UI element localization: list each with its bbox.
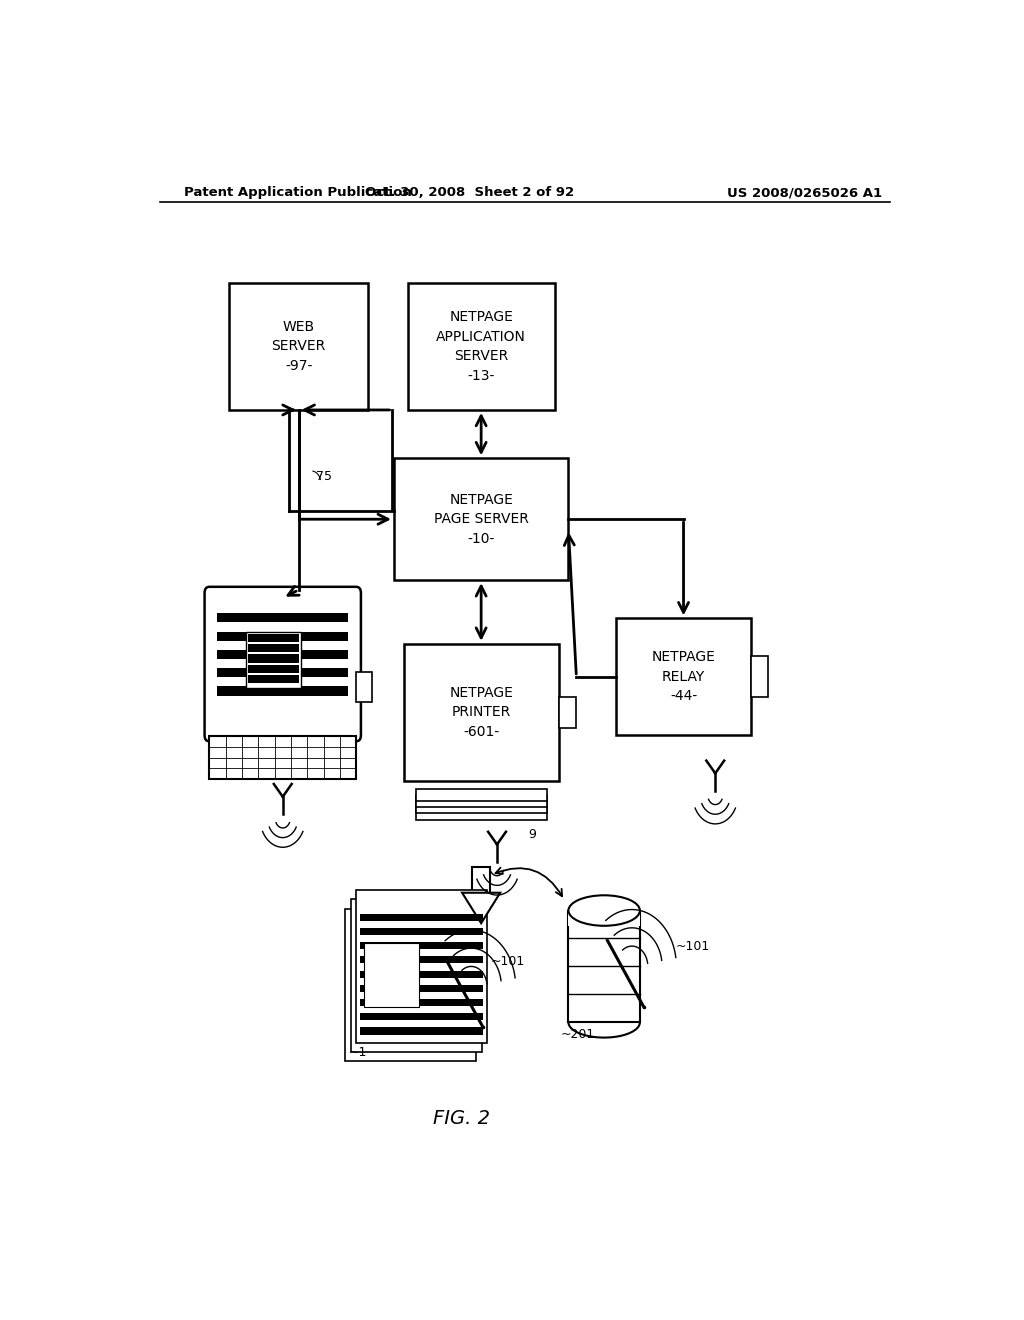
Bar bbox=[360, 913, 483, 921]
Bar bbox=[217, 640, 348, 649]
Bar bbox=[249, 644, 299, 652]
Bar bbox=[394, 458, 568, 581]
Text: ~101: ~101 bbox=[676, 940, 710, 953]
Text: ~101: ~101 bbox=[492, 954, 525, 968]
Bar bbox=[360, 999, 483, 1006]
Bar bbox=[249, 655, 299, 663]
Text: Patent Application Publication: Patent Application Publication bbox=[183, 186, 412, 199]
Bar bbox=[350, 899, 481, 1052]
Bar bbox=[416, 795, 547, 808]
Bar bbox=[416, 789, 547, 801]
Bar bbox=[217, 677, 348, 686]
Bar bbox=[356, 890, 487, 1043]
Bar bbox=[217, 614, 348, 705]
Bar bbox=[360, 970, 483, 978]
Text: ~201: ~201 bbox=[560, 1028, 595, 1041]
Bar bbox=[360, 928, 483, 935]
Ellipse shape bbox=[568, 895, 640, 925]
Text: NETPAGE
RELAY
-44-: NETPAGE RELAY -44- bbox=[651, 651, 716, 704]
Bar bbox=[472, 867, 489, 892]
Polygon shape bbox=[462, 892, 500, 923]
Text: US 2008/0265026 A1: US 2008/0265026 A1 bbox=[727, 186, 882, 199]
Text: ~1: ~1 bbox=[348, 1047, 367, 1060]
Bar bbox=[229, 282, 368, 411]
Text: NETPAGE
PAGE SERVER
-10-: NETPAGE PAGE SERVER -10- bbox=[434, 492, 528, 545]
Bar bbox=[568, 895, 640, 925]
Bar bbox=[345, 908, 476, 1061]
Bar bbox=[360, 985, 483, 991]
Text: WEB
SERVER
-97-: WEB SERVER -97- bbox=[271, 319, 326, 374]
Text: 75: 75 bbox=[316, 470, 332, 483]
Bar bbox=[217, 659, 348, 668]
Bar bbox=[568, 911, 640, 1022]
Bar bbox=[360, 942, 483, 949]
Bar bbox=[249, 634, 299, 642]
Bar bbox=[365, 942, 419, 1007]
Bar bbox=[356, 672, 372, 702]
Bar bbox=[360, 1027, 483, 1035]
Text: Oct. 30, 2008  Sheet 2 of 92: Oct. 30, 2008 Sheet 2 of 92 bbox=[365, 186, 573, 199]
Bar bbox=[416, 801, 547, 813]
Bar bbox=[249, 675, 299, 684]
Text: 9: 9 bbox=[527, 828, 536, 841]
Bar bbox=[360, 956, 483, 964]
Bar bbox=[408, 282, 555, 411]
Bar bbox=[217, 696, 348, 705]
Bar bbox=[209, 737, 356, 779]
Bar bbox=[360, 1014, 483, 1020]
Bar bbox=[217, 623, 348, 631]
Text: NETPAGE
APPLICATION
SERVER
-13-: NETPAGE APPLICATION SERVER -13- bbox=[436, 310, 526, 383]
Bar bbox=[246, 631, 301, 688]
Bar bbox=[249, 665, 299, 673]
Bar bbox=[416, 808, 547, 820]
Bar bbox=[558, 697, 575, 727]
Bar bbox=[616, 618, 751, 735]
Bar bbox=[403, 644, 558, 781]
Text: FIG. 2: FIG. 2 bbox=[433, 1109, 489, 1129]
Text: NETPAGE
PRINTER
-601-: NETPAGE PRINTER -601- bbox=[450, 686, 513, 739]
FancyBboxPatch shape bbox=[205, 587, 360, 742]
Bar bbox=[751, 656, 768, 697]
